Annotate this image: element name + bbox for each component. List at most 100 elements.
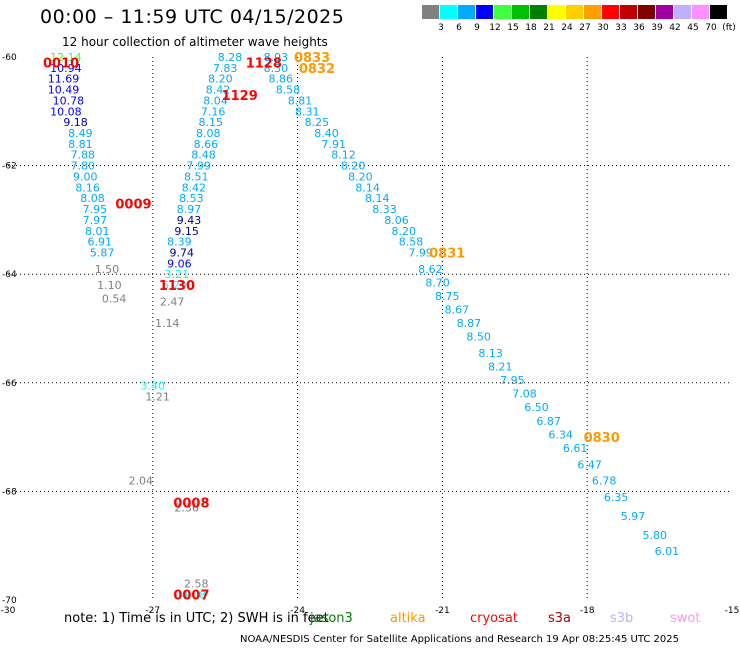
swh-value-label: 8.08 bbox=[80, 192, 105, 205]
swh-value-label: 8.42 bbox=[182, 181, 207, 194]
color-scale-label: 70 bbox=[705, 23, 717, 33]
swh-value-label: 8.39 bbox=[167, 236, 192, 249]
swh-value-label: 1.10 bbox=[97, 279, 122, 292]
color-scale-label: 3 bbox=[438, 23, 444, 33]
swh-value-label: 8.66 bbox=[194, 138, 219, 151]
swh-value-label: 2.58 bbox=[184, 578, 209, 591]
color-scale-label: 21 bbox=[543, 23, 555, 33]
y-tick-label: -70 bbox=[2, 596, 17, 606]
x-tick-label: -30 bbox=[1, 606, 16, 616]
color-scale-swatch bbox=[512, 5, 530, 19]
swh-value-label: 9.15 bbox=[174, 225, 199, 238]
swh-value-label: 8.93 bbox=[264, 51, 289, 64]
swh-value-label: 9.43 bbox=[177, 214, 202, 227]
swh-value-label: 8.40 bbox=[314, 127, 339, 140]
page-title: 00:00 – 11:59 UTC 04/15/2025 bbox=[40, 6, 345, 28]
color-scale-swatch bbox=[674, 5, 692, 19]
swh-value-label: 5.29 bbox=[162, 279, 187, 292]
swh-value-label: 8.14 bbox=[355, 181, 380, 194]
pass-time-label: 0830 bbox=[584, 431, 620, 446]
swh-value-label: 8.20 bbox=[341, 160, 366, 173]
swh-value-label: 10.94 bbox=[50, 62, 82, 75]
x-tick-label: -18 bbox=[580, 606, 595, 616]
satellite-legend-item: altika bbox=[390, 611, 426, 626]
x-tick-label: -24 bbox=[290, 606, 305, 616]
swh-value-label: 8.20 bbox=[348, 170, 373, 183]
swh-value-label: 8.13 bbox=[478, 347, 503, 360]
color-scale-swatch bbox=[602, 5, 620, 19]
page-subtitle: 12 hour collection of altimeter wave hei… bbox=[62, 35, 328, 49]
swh-value-label: 8.62 bbox=[418, 263, 443, 276]
color-scale-label: 27 bbox=[579, 23, 591, 33]
swh-value-label: 1.50 bbox=[95, 263, 120, 276]
swh-value-label: 5.80 bbox=[643, 529, 668, 542]
color-scale-label: 39 bbox=[651, 23, 663, 33]
swh-value-label: 8.81 bbox=[68, 138, 93, 151]
swh-value-label: 8.04 bbox=[203, 94, 228, 107]
swh-value-label: 8.53 bbox=[179, 192, 204, 205]
swh-value-label: 10.78 bbox=[53, 94, 85, 107]
swh-value-label: 8.33 bbox=[372, 203, 397, 216]
swh-value-label: 6.87 bbox=[536, 415, 561, 428]
swh-value-label: 9.00 bbox=[73, 170, 98, 183]
swh-value-label: 8.86 bbox=[268, 73, 293, 86]
satellite-legend-item: s3a bbox=[548, 611, 572, 626]
swh-value-label: 8.31 bbox=[295, 105, 320, 118]
swh-value-label: 9.18 bbox=[63, 116, 88, 129]
swh-value-label: 6.35 bbox=[604, 491, 629, 504]
color-scale-swatch bbox=[656, 5, 674, 19]
swh-value-label: 8.70 bbox=[425, 276, 450, 289]
color-scale-label: 6 bbox=[456, 23, 462, 33]
swh-value-label: 0.54 bbox=[102, 293, 127, 306]
color-scale-swatch bbox=[710, 5, 728, 19]
swh-value-label: 7.16 bbox=[201, 105, 226, 118]
swh-value-label: 8.87 bbox=[457, 317, 482, 330]
color-scale-swatch bbox=[548, 5, 566, 19]
swh-value-label: 8.12 bbox=[331, 149, 356, 162]
pass-time-label: 1130 bbox=[159, 279, 195, 294]
pass-time-label: 0008 bbox=[173, 496, 209, 511]
x-tick-label: -15 bbox=[725, 606, 740, 616]
color-scale-label: 42 bbox=[669, 23, 681, 33]
color-scale-unit: (ft) bbox=[722, 23, 736, 33]
satellite-legend-item: swot bbox=[670, 611, 701, 626]
swh-value-label: 7.83 bbox=[213, 62, 238, 75]
color-scale-label: 18 bbox=[525, 23, 537, 33]
color-scale-swatch bbox=[494, 5, 512, 19]
swh-value-label: 4.08 bbox=[182, 589, 207, 602]
swh-value-label: 8.50 bbox=[466, 331, 491, 344]
swh-value-label: 8.20 bbox=[392, 225, 417, 238]
y-tick-label: -64 bbox=[2, 270, 17, 280]
swh-value-label: 3.40 bbox=[141, 380, 166, 393]
pass-time-label: 0831 bbox=[429, 246, 465, 261]
swh-value-label: 7.99 bbox=[408, 246, 433, 259]
pass-time-label: 0833 bbox=[294, 51, 330, 66]
color-scale-swatch bbox=[440, 5, 458, 19]
swh-value-label: 8.81 bbox=[288, 94, 313, 107]
swh-value-label: 3.21 bbox=[165, 268, 190, 281]
color-scale-label: 9 bbox=[474, 23, 480, 33]
swh-value-label: 8.06 bbox=[384, 214, 409, 227]
swh-value-label: 8.21 bbox=[488, 361, 513, 374]
swh-value-label: 8.42 bbox=[206, 84, 231, 97]
pass-time-label: 0009 bbox=[115, 198, 151, 213]
y-tick-label: -66 bbox=[2, 379, 17, 389]
swh-value-label: 7.08 bbox=[512, 388, 537, 401]
swh-value-label: 8.75 bbox=[435, 290, 460, 303]
swh-value-label: 6.01 bbox=[655, 545, 680, 558]
swh-value-label: 9.74 bbox=[170, 246, 195, 259]
footer-note: note: 1) Time is in UTC; 2) SWH is in fe… bbox=[64, 611, 329, 626]
swh-value-label: 8.25 bbox=[305, 116, 330, 129]
swh-value-label: 8.97 bbox=[177, 203, 202, 216]
swh-value-label: 8.20 bbox=[208, 73, 233, 86]
swh-value-label: 8.15 bbox=[198, 116, 223, 129]
color-scale-swatch bbox=[458, 5, 476, 19]
swh-value-label: 8.51 bbox=[184, 170, 209, 183]
color-scale-label: 24 bbox=[561, 23, 573, 33]
swh-value-label: 8.16 bbox=[75, 181, 100, 194]
swh-value-label: 7.91 bbox=[322, 138, 347, 151]
swh-value-label: 5.97 bbox=[621, 510, 646, 523]
swh-value-label: 2.04 bbox=[128, 475, 153, 488]
swh-value-label: 7.95 bbox=[83, 203, 108, 216]
swh-value-label: 8.49 bbox=[68, 127, 93, 140]
